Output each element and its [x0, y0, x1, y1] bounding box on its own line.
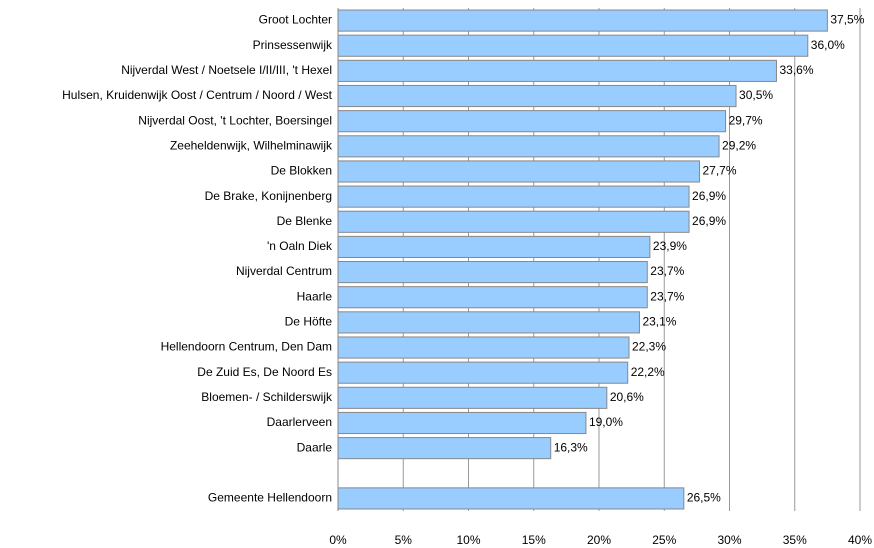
y-tick-label: Hellendoorn Centrum, Den Dam: [161, 340, 332, 354]
y-tick-label: Nijverdal Oost, 't Lochter, Boersingel: [138, 113, 332, 127]
y-tick-label: Gemeente Hellendoorn: [208, 491, 332, 505]
bar: [337, 411, 587, 435]
y-tick-label: De Blenke: [277, 214, 333, 228]
value-label: 26,5%: [687, 491, 721, 505]
x-tick-label: 5%: [395, 533, 413, 547]
bar: [337, 437, 552, 460]
y-tick-label: Daarlerveen: [267, 415, 332, 429]
x-tick-label: 40%: [848, 533, 872, 547]
value-label: 23,9%: [653, 239, 687, 253]
value-label: 36,0%: [811, 38, 845, 52]
bar: [337, 361, 629, 384]
y-tick-label: 'n Oaln Diek: [267, 239, 333, 253]
y-tick-label: Hulsen, Kruidenwijk Oost / Centrum / Noo…: [62, 88, 333, 102]
bar: [337, 135, 720, 158]
bar: [337, 34, 809, 57]
bar: [337, 210, 690, 233]
value-label: 30,5%: [739, 88, 773, 102]
x-tick-label: 35%: [783, 533, 807, 547]
x-tick-label: 0%: [329, 533, 347, 547]
value-label: 27,7%: [702, 164, 736, 178]
y-tick-label: Zeeheldenwijk, Wilhelminawijk: [170, 138, 333, 152]
value-label: 22,3%: [632, 340, 666, 354]
value-label: 23,1%: [642, 315, 676, 329]
bar: [337, 386, 608, 409]
y-tick-label: Bloemen- / Schilderswijk: [201, 390, 333, 404]
bar: [337, 235, 651, 258]
value-label: 33,6%: [779, 63, 813, 77]
y-tick-label: De Brake, Konijnenberg: [205, 189, 332, 203]
bar: [337, 286, 648, 309]
y-tick-label: Prinsessenwijk: [253, 38, 333, 52]
value-label: 23,7%: [650, 264, 684, 278]
x-tick-label: 25%: [652, 533, 676, 547]
value-label: 22,2%: [631, 365, 665, 379]
value-label: 29,7%: [729, 113, 763, 127]
value-label: 23,7%: [650, 289, 684, 303]
x-tick-label: 20%: [587, 533, 611, 547]
bar: [337, 336, 630, 359]
bar: [337, 261, 648, 284]
bar: [337, 311, 640, 334]
bar: [337, 160, 700, 183]
value-label: 37,5%: [830, 13, 864, 27]
y-tick-label: Nijverdal West / Noetsele I/II/III, 't H…: [121, 63, 332, 77]
x-tick-label: 10%: [456, 533, 480, 547]
y-tick-label: Groot Lochter: [259, 13, 332, 27]
bar: [337, 110, 727, 133]
value-label: 26,9%: [692, 214, 726, 228]
y-tick-label: Haarle: [297, 289, 333, 303]
y-tick-label: De Blokken: [271, 164, 332, 178]
y-tick-label: Daarle: [297, 440, 333, 454]
y-tick-label: De Zuid Es, De Noord Es: [197, 365, 332, 379]
bar: [337, 84, 737, 108]
y-tick-label: De Höfte: [285, 315, 333, 329]
value-label: 20,6%: [610, 390, 644, 404]
value-label: 16,3%: [554, 440, 588, 454]
x-tick-label: 30%: [717, 533, 741, 547]
value-label: 19,0%: [589, 415, 623, 429]
bar: [337, 185, 690, 208]
bar: [337, 9, 828, 32]
value-label: 26,9%: [692, 189, 726, 203]
value-label: 29,2%: [722, 138, 756, 152]
y-tick-label: Nijverdal Centrum: [236, 264, 332, 278]
x-tick-label: 15%: [522, 533, 546, 547]
bar: [337, 59, 777, 82]
bar: [337, 487, 685, 510]
